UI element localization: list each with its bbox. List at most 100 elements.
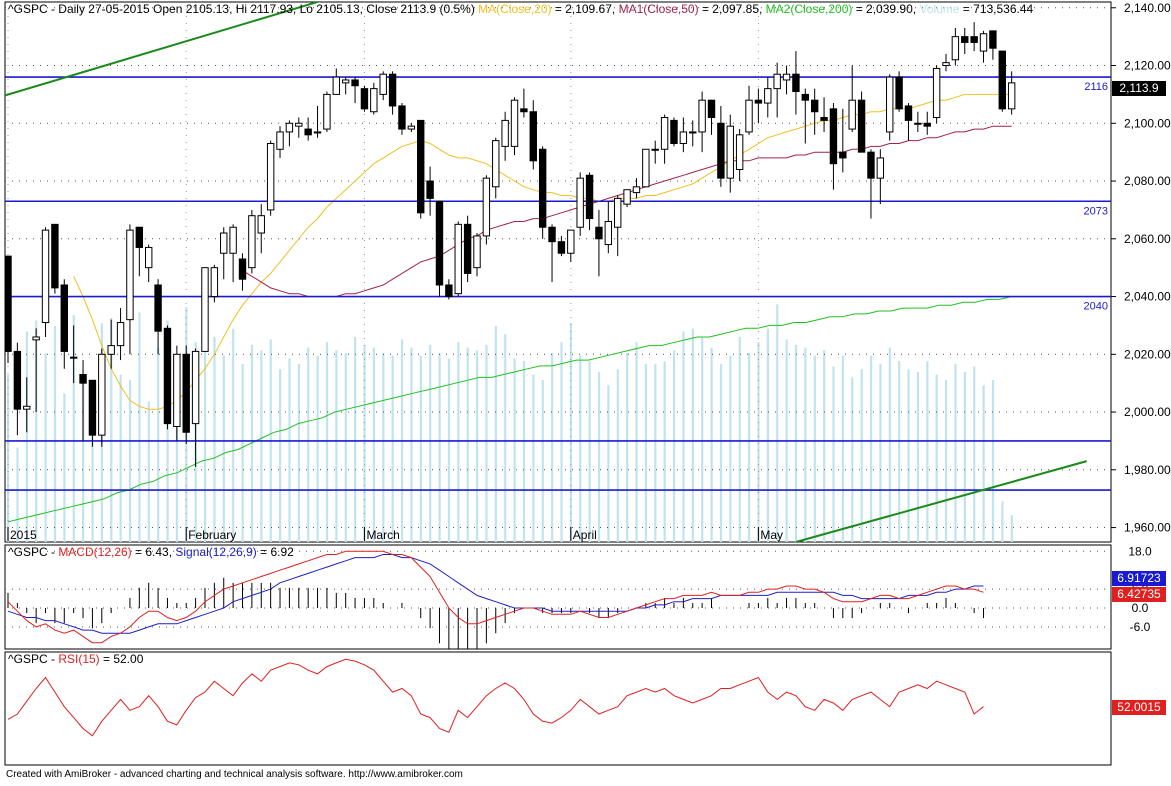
volume-bar — [232, 328, 235, 542]
volume-bar — [457, 342, 460, 542]
volume-bar — [222, 355, 225, 542]
candle-body — [735, 134, 744, 170]
volume-bar — [823, 350, 826, 542]
candle-body — [435, 200, 444, 286]
candle-body — [510, 99, 519, 147]
trendline — [795, 460, 1087, 542]
macd-histogram — [7, 577, 985, 649]
candle — [745, 85, 753, 135]
candle-body — [895, 76, 903, 110]
candle-body — [407, 125, 416, 130]
candle-body — [782, 73, 791, 81]
candle — [426, 166, 434, 216]
volume-bar — [644, 363, 648, 542]
title-part: = 2,097.85, — [699, 2, 766, 16]
candle — [473, 233, 481, 277]
candle — [41, 227, 50, 337]
candle-body — [285, 122, 294, 133]
volume-bar — [916, 371, 920, 542]
volume-bar — [935, 374, 938, 542]
candle — [942, 53, 950, 72]
month-label: 2015 — [10, 528, 37, 542]
volume-bar — [325, 342, 329, 542]
volume-bar — [813, 355, 816, 542]
candle — [754, 88, 763, 124]
volume-bar — [973, 366, 976, 542]
candle — [248, 209, 256, 274]
candle-body — [623, 189, 631, 205]
volume-bar — [710, 347, 713, 542]
candle-body — [51, 223, 59, 289]
candle-body — [707, 99, 716, 119]
macd-line — [7, 550, 984, 644]
volume-bar — [307, 347, 310, 542]
price-tick-label: 1,960.00 — [1124, 521, 1171, 535]
candle — [707, 99, 716, 135]
candle — [698, 91, 706, 153]
candle — [454, 221, 462, 297]
candle — [642, 148, 650, 188]
candle — [660, 114, 669, 164]
volume-bar — [963, 371, 966, 542]
candle — [538, 146, 547, 239]
candle-body — [398, 105, 406, 130]
candle-body — [276, 131, 284, 150]
candle-body — [257, 215, 265, 234]
volume-bar — [7, 374, 10, 542]
volume-bar — [203, 299, 207, 542]
volume-bar — [691, 328, 694, 542]
candle-body — [810, 99, 819, 113]
signal-value-label: 6.42735 — [1117, 587, 1161, 601]
volume-bar — [147, 401, 150, 542]
volume-bar — [832, 366, 835, 542]
candle — [69, 325, 78, 384]
candle — [951, 27, 960, 66]
volume-bar — [794, 344, 798, 542]
volume-bar — [635, 342, 638, 542]
candle-body — [548, 226, 556, 243]
price-tick-label: 2,000.00 — [1124, 405, 1171, 419]
candle — [51, 223, 59, 294]
candle — [210, 264, 219, 303]
candle-body — [417, 119, 425, 214]
candle — [107, 319, 115, 369]
price-tick-label: 1,980.00 — [1124, 463, 1171, 477]
candle — [679, 117, 688, 153]
candle-body — [942, 62, 950, 67]
candle-body — [379, 73, 387, 95]
candle — [341, 77, 350, 95]
candle-body — [951, 36, 960, 61]
volume-bar — [91, 385, 94, 542]
candle — [313, 105, 322, 138]
candle-body — [351, 79, 359, 87]
candle-body — [538, 148, 547, 228]
candle-body — [642, 148, 650, 188]
volume-bar — [241, 363, 244, 542]
candle — [529, 100, 537, 170]
title-part: MA(Close,20) — [478, 2, 551, 16]
volume-bar — [16, 447, 19, 542]
candle-body — [604, 220, 613, 246]
volume-bar — [926, 361, 929, 542]
volume-bar — [616, 369, 619, 542]
candle-body — [839, 151, 847, 159]
candle — [379, 71, 387, 101]
volume-bar — [494, 326, 497, 542]
rsi-pane — [4, 651, 1112, 766]
candle — [670, 117, 678, 147]
volume-bar — [991, 380, 995, 542]
volume-bar — [410, 347, 413, 542]
volume-bar — [279, 369, 282, 542]
candle — [332, 68, 341, 95]
candle-body — [323, 93, 331, 130]
title-part: = 2,109.67, — [552, 2, 619, 16]
candle-body — [914, 122, 922, 125]
volume-bar — [354, 336, 357, 542]
candle — [904, 103, 913, 141]
candle-body — [961, 36, 969, 43]
candle-body — [585, 174, 594, 220]
volume-bar — [476, 350, 479, 542]
candle-body — [5, 255, 12, 352]
candle-body — [745, 99, 753, 133]
volume-bar — [569, 323, 572, 542]
